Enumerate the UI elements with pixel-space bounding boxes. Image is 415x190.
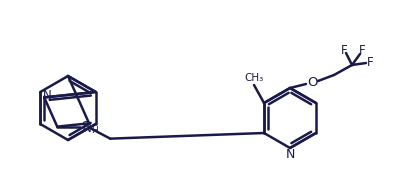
Text: F: F — [359, 44, 365, 58]
Text: N: N — [43, 89, 51, 102]
Text: N: N — [286, 149, 295, 162]
Text: O: O — [307, 77, 317, 89]
Text: H: H — [91, 126, 98, 135]
Text: F: F — [341, 44, 347, 56]
Text: N: N — [83, 122, 91, 135]
Text: S: S — [81, 120, 89, 133]
Text: F: F — [367, 56, 374, 70]
Text: CH₃: CH₃ — [244, 73, 264, 83]
